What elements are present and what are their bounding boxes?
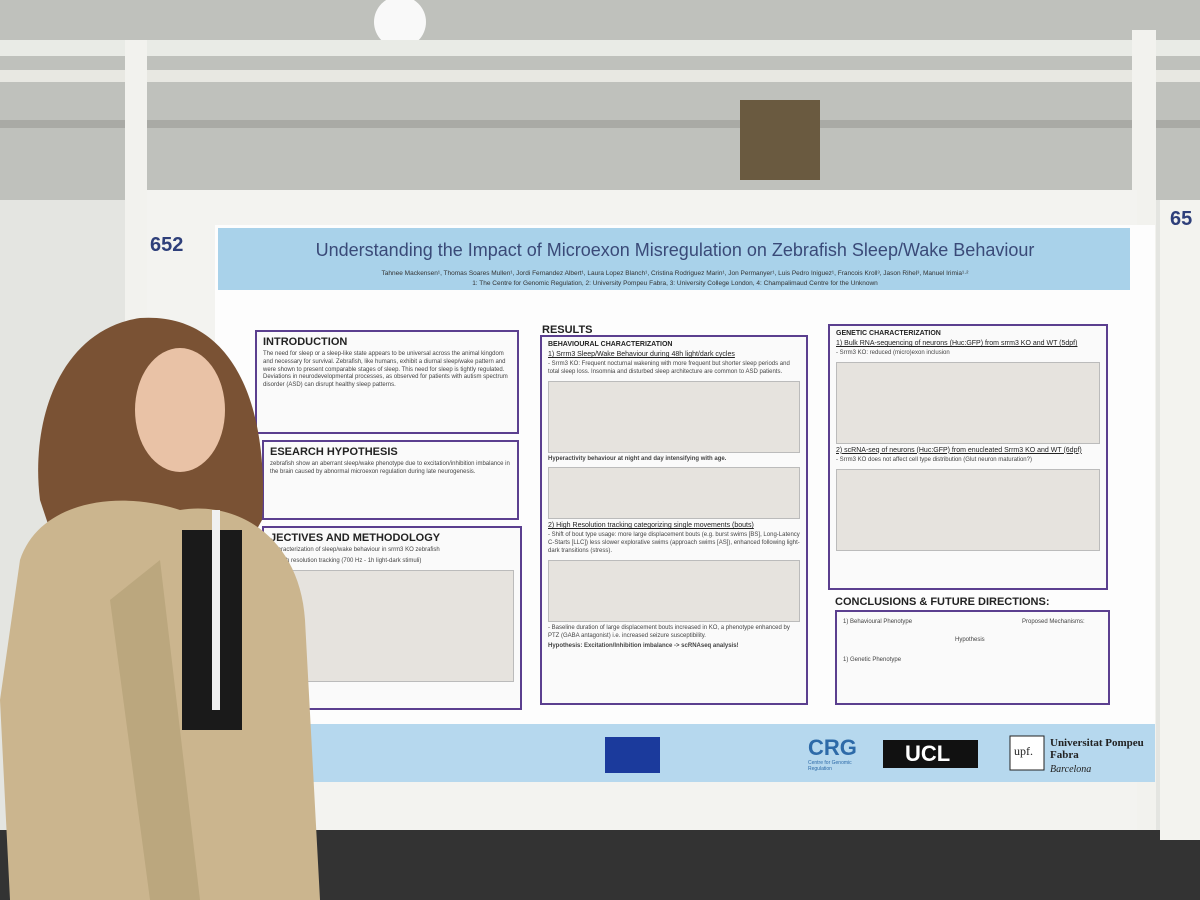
- section-heading: RESULTS: [542, 324, 593, 336]
- section-text: b) High resolution tracking (700 Hz - 1h…: [270, 557, 422, 564]
- poster-affiliations: 1: The Centre for Genomic Regulation, 2:…: [472, 280, 878, 287]
- conclusions-panel: 1) Behavioural Phenotype Hypothesis Prop…: [835, 610, 1110, 705]
- subheading: 1) Srrm3 Sleep/Wake Behaviour during 48h…: [548, 351, 735, 358]
- figure: [270, 569, 514, 682]
- section-text: Hyperactivity behaviour at night and day…: [548, 455, 727, 462]
- genetic-panel: GENETIC CHARACTERIZATION 1) Bulk RNA-seq…: [828, 324, 1108, 590]
- section-text: zebrafish show an aberrant sleep/wake ph…: [270, 461, 510, 475]
- section-text: - Baseline duration of large displacemen…: [548, 624, 790, 639]
- section-text: - Srrm3 KO: reduced (micro)exon inclusio…: [836, 350, 950, 356]
- figure: [548, 380, 800, 453]
- introduction-panel: INTRODUCTION The need for sleep or a sle…: [255, 330, 519, 434]
- crg-subtitle: Centre for Genomic Regulation: [808, 760, 852, 772]
- subheading: 2) High Resolution tracking categorizing…: [548, 522, 754, 530]
- section-text: - Srrm3 KO: Frequent nocturnal wakening …: [548, 361, 790, 375]
- upf-logo: upf.: [1014, 744, 1033, 758]
- section-text: Characterization of sleep/wake behaviour…: [270, 547, 440, 553]
- figure: [836, 361, 1100, 444]
- upf-city: Barcelona: [1050, 764, 1092, 775]
- subheading: BEHAVIOURAL CHARACTERIZATION: [548, 341, 673, 348]
- hypothesis-panel: ESEARCH HYPOTHESIS zebrafish show an abe…: [262, 440, 519, 520]
- section-text: 1) Genetic Phenotype: [843, 656, 902, 663]
- subheading: 2) scRNA-seq of neurons (Huc:GFP) from e…: [836, 446, 1082, 454]
- section-heading: CONCLUSIONS & FUTURE DIRECTIONS:: [835, 596, 1050, 608]
- results-panel: BEHAVIOURAL CHARACTERIZATION 1) Srrm3 Sl…: [540, 335, 808, 705]
- figure: [836, 468, 1100, 551]
- section-heading: INTRODUCTION: [263, 336, 348, 348]
- ucl-logo: UCL: [905, 741, 951, 766]
- section-heading: JECTIVES AND METHODOLOGY: [270, 532, 441, 544]
- poster-title: Understanding the Impact of Microexon Mi…: [315, 240, 1035, 260]
- figure: [548, 559, 800, 622]
- section-text: The need for sleep or a sleep-like state…: [263, 351, 508, 389]
- poster-authors: Tahnee Mackensen¹, Thomas Soares Mullen¹…: [381, 270, 969, 277]
- board-number: 652: [150, 234, 184, 256]
- section-text: - Shift of bout type usage: more large d…: [548, 532, 800, 554]
- section-text: Hypothesis: [955, 637, 985, 643]
- crg-logo: CRG: [808, 735, 857, 760]
- upf-name: Universitat Pompeu Fabra: [1050, 737, 1144, 761]
- section-heading: ESEARCH HYPOTHESIS: [270, 446, 398, 458]
- section-text: Proposed Mechanisms:: [1022, 619, 1085, 625]
- figure: [548, 467, 800, 520]
- section-heading: GENETIC CHARACTERIZATION: [836, 330, 941, 337]
- section-text: - Srrm3 KO does not affect cell type dis…: [836, 456, 1032, 463]
- subheading: 1) Bulk RNA-sequencing of neurons (Huc:G…: [836, 340, 1078, 347]
- section-text: 1) Behavioural Phenotype: [843, 619, 913, 625]
- next-board-number: 65: [1170, 208, 1193, 230]
- section-text: Hypothesis: Excitation/Inhibition imbala…: [548, 643, 739, 650]
